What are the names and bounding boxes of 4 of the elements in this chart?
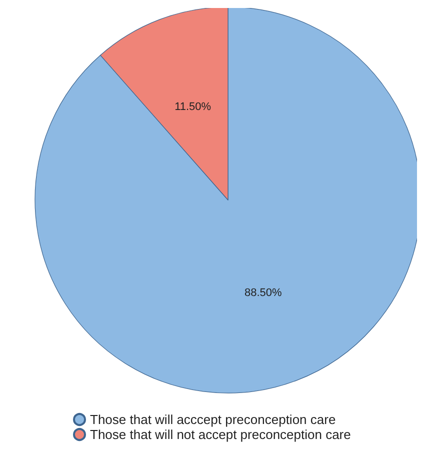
- legend-label: Those that will acccept preconception care: [90, 412, 336, 427]
- data-label: 88.50%: [244, 287, 282, 300]
- legend-label: Those that will not accept preconception care: [90, 427, 351, 442]
- data-label: 11.50%: [174, 100, 212, 113]
